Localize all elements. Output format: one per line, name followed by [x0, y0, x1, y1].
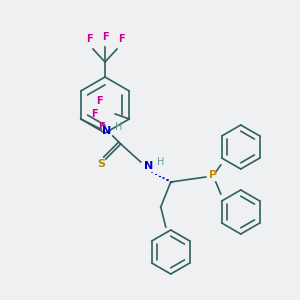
Text: N: N [102, 126, 111, 136]
Text: H: H [115, 122, 122, 132]
Text: F: F [96, 96, 103, 106]
Text: F: F [91, 109, 98, 119]
Text: H: H [157, 157, 164, 167]
Text: S: S [97, 159, 105, 169]
Text: F: F [98, 122, 105, 132]
Text: F: F [86, 34, 92, 44]
Text: N: N [144, 161, 153, 171]
Text: F: F [118, 34, 124, 44]
Text: P: P [209, 170, 217, 180]
Text: F: F [102, 32, 108, 42]
